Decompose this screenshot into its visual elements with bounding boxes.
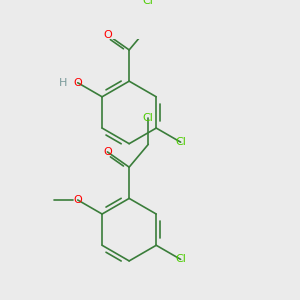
Text: O: O [73, 195, 82, 205]
Text: O: O [73, 78, 82, 88]
Text: Cl: Cl [175, 254, 186, 264]
Text: Cl: Cl [175, 137, 186, 147]
Text: Cl: Cl [143, 0, 154, 6]
Text: O: O [103, 30, 112, 40]
Text: H: H [59, 78, 68, 88]
Text: Cl: Cl [143, 113, 154, 123]
Text: O: O [103, 147, 112, 157]
